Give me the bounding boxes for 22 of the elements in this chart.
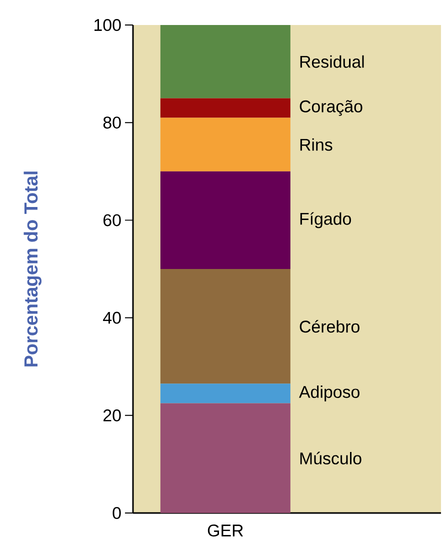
y-tick-label: 80 [104, 116, 121, 129]
series-label: Músculo [300, 452, 362, 464]
y-tick-label: 40 [103, 312, 121, 324]
y-tick-label: 20 [104, 409, 121, 422]
x-tick-label: GER [208, 524, 244, 537]
bar [160, 24, 291, 98]
bar [160, 384, 291, 404]
series-label: Coração [300, 100, 362, 116]
y-tick-label: 100 [94, 18, 121, 31]
y-axis-title: Porcentagem do Total [24, 172, 42, 366]
series-label: Fígado [300, 212, 352, 228]
series-label: Adiposo [299, 386, 360, 402]
bar [160, 171, 291, 269]
bar [160, 98, 291, 118]
bar [160, 268, 291, 384]
y-tick-label: 0 [112, 506, 121, 519]
y-tick-label: 60 [104, 214, 121, 226]
series-label: Cérebro [300, 320, 360, 333]
bar [160, 403, 291, 513]
series-label: Residual [300, 55, 364, 68]
bar [160, 118, 291, 172]
series-label: Rins [300, 138, 332, 151]
